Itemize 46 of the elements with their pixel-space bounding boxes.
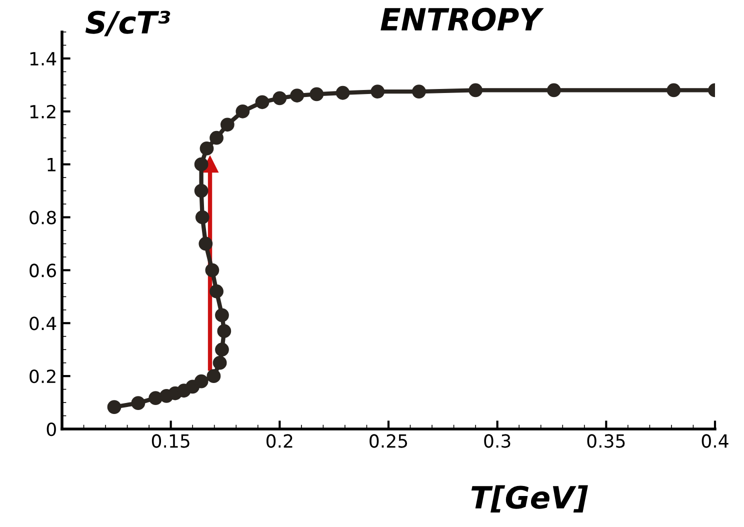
y-tick-label: 1.4 [30, 52, 56, 66]
point [194, 374, 208, 388]
point [210, 284, 224, 298]
point [220, 118, 234, 132]
y-tick-label: 0.6 [30, 264, 56, 278]
point [215, 342, 229, 357]
point [310, 87, 324, 102]
point [195, 210, 210, 224]
y-tick-label: 0 [46, 422, 56, 436]
point [255, 95, 270, 110]
point [212, 356, 227, 370]
point [200, 142, 214, 156]
point [666, 83, 681, 98]
point [272, 91, 287, 106]
point [546, 83, 561, 98]
point [194, 184, 208, 198]
point [131, 396, 146, 410]
y-tick-label: 0.8 [30, 210, 56, 224]
x-tick-label: 0.3 [484, 434, 510, 448]
point [210, 130, 224, 145]
point [198, 236, 213, 251]
point [215, 308, 229, 322]
x-tick-label: 0.4 [702, 434, 728, 448]
point [290, 88, 304, 102]
x-tick-label: 0.2 [266, 434, 292, 448]
y-axis-title: S/cT³ [85, 10, 170, 36]
y-tick-label: 1 [48, 158, 56, 172]
point [236, 104, 250, 118]
point [148, 391, 163, 405]
point [206, 369, 221, 384]
point [336, 86, 350, 100]
chart-title: ENTROPY [380, 8, 544, 31]
x-tick-label: 0.15 [152, 434, 190, 448]
point [107, 400, 122, 414]
y-tick-label: 0.4 [30, 316, 56, 330]
y-tick-label: 1.2 [30, 104, 56, 118]
point [468, 83, 483, 98]
point [194, 157, 208, 172]
point [412, 84, 426, 98]
y-tick-label: 0.2 [30, 370, 56, 384]
x-tick-label: 0.35 [587, 434, 625, 448]
x-tick-label: 0.25 [370, 434, 408, 448]
point [370, 84, 385, 98]
point [217, 324, 232, 338]
point [205, 263, 220, 278]
x-axis-title: T[GeV] [471, 485, 588, 512]
